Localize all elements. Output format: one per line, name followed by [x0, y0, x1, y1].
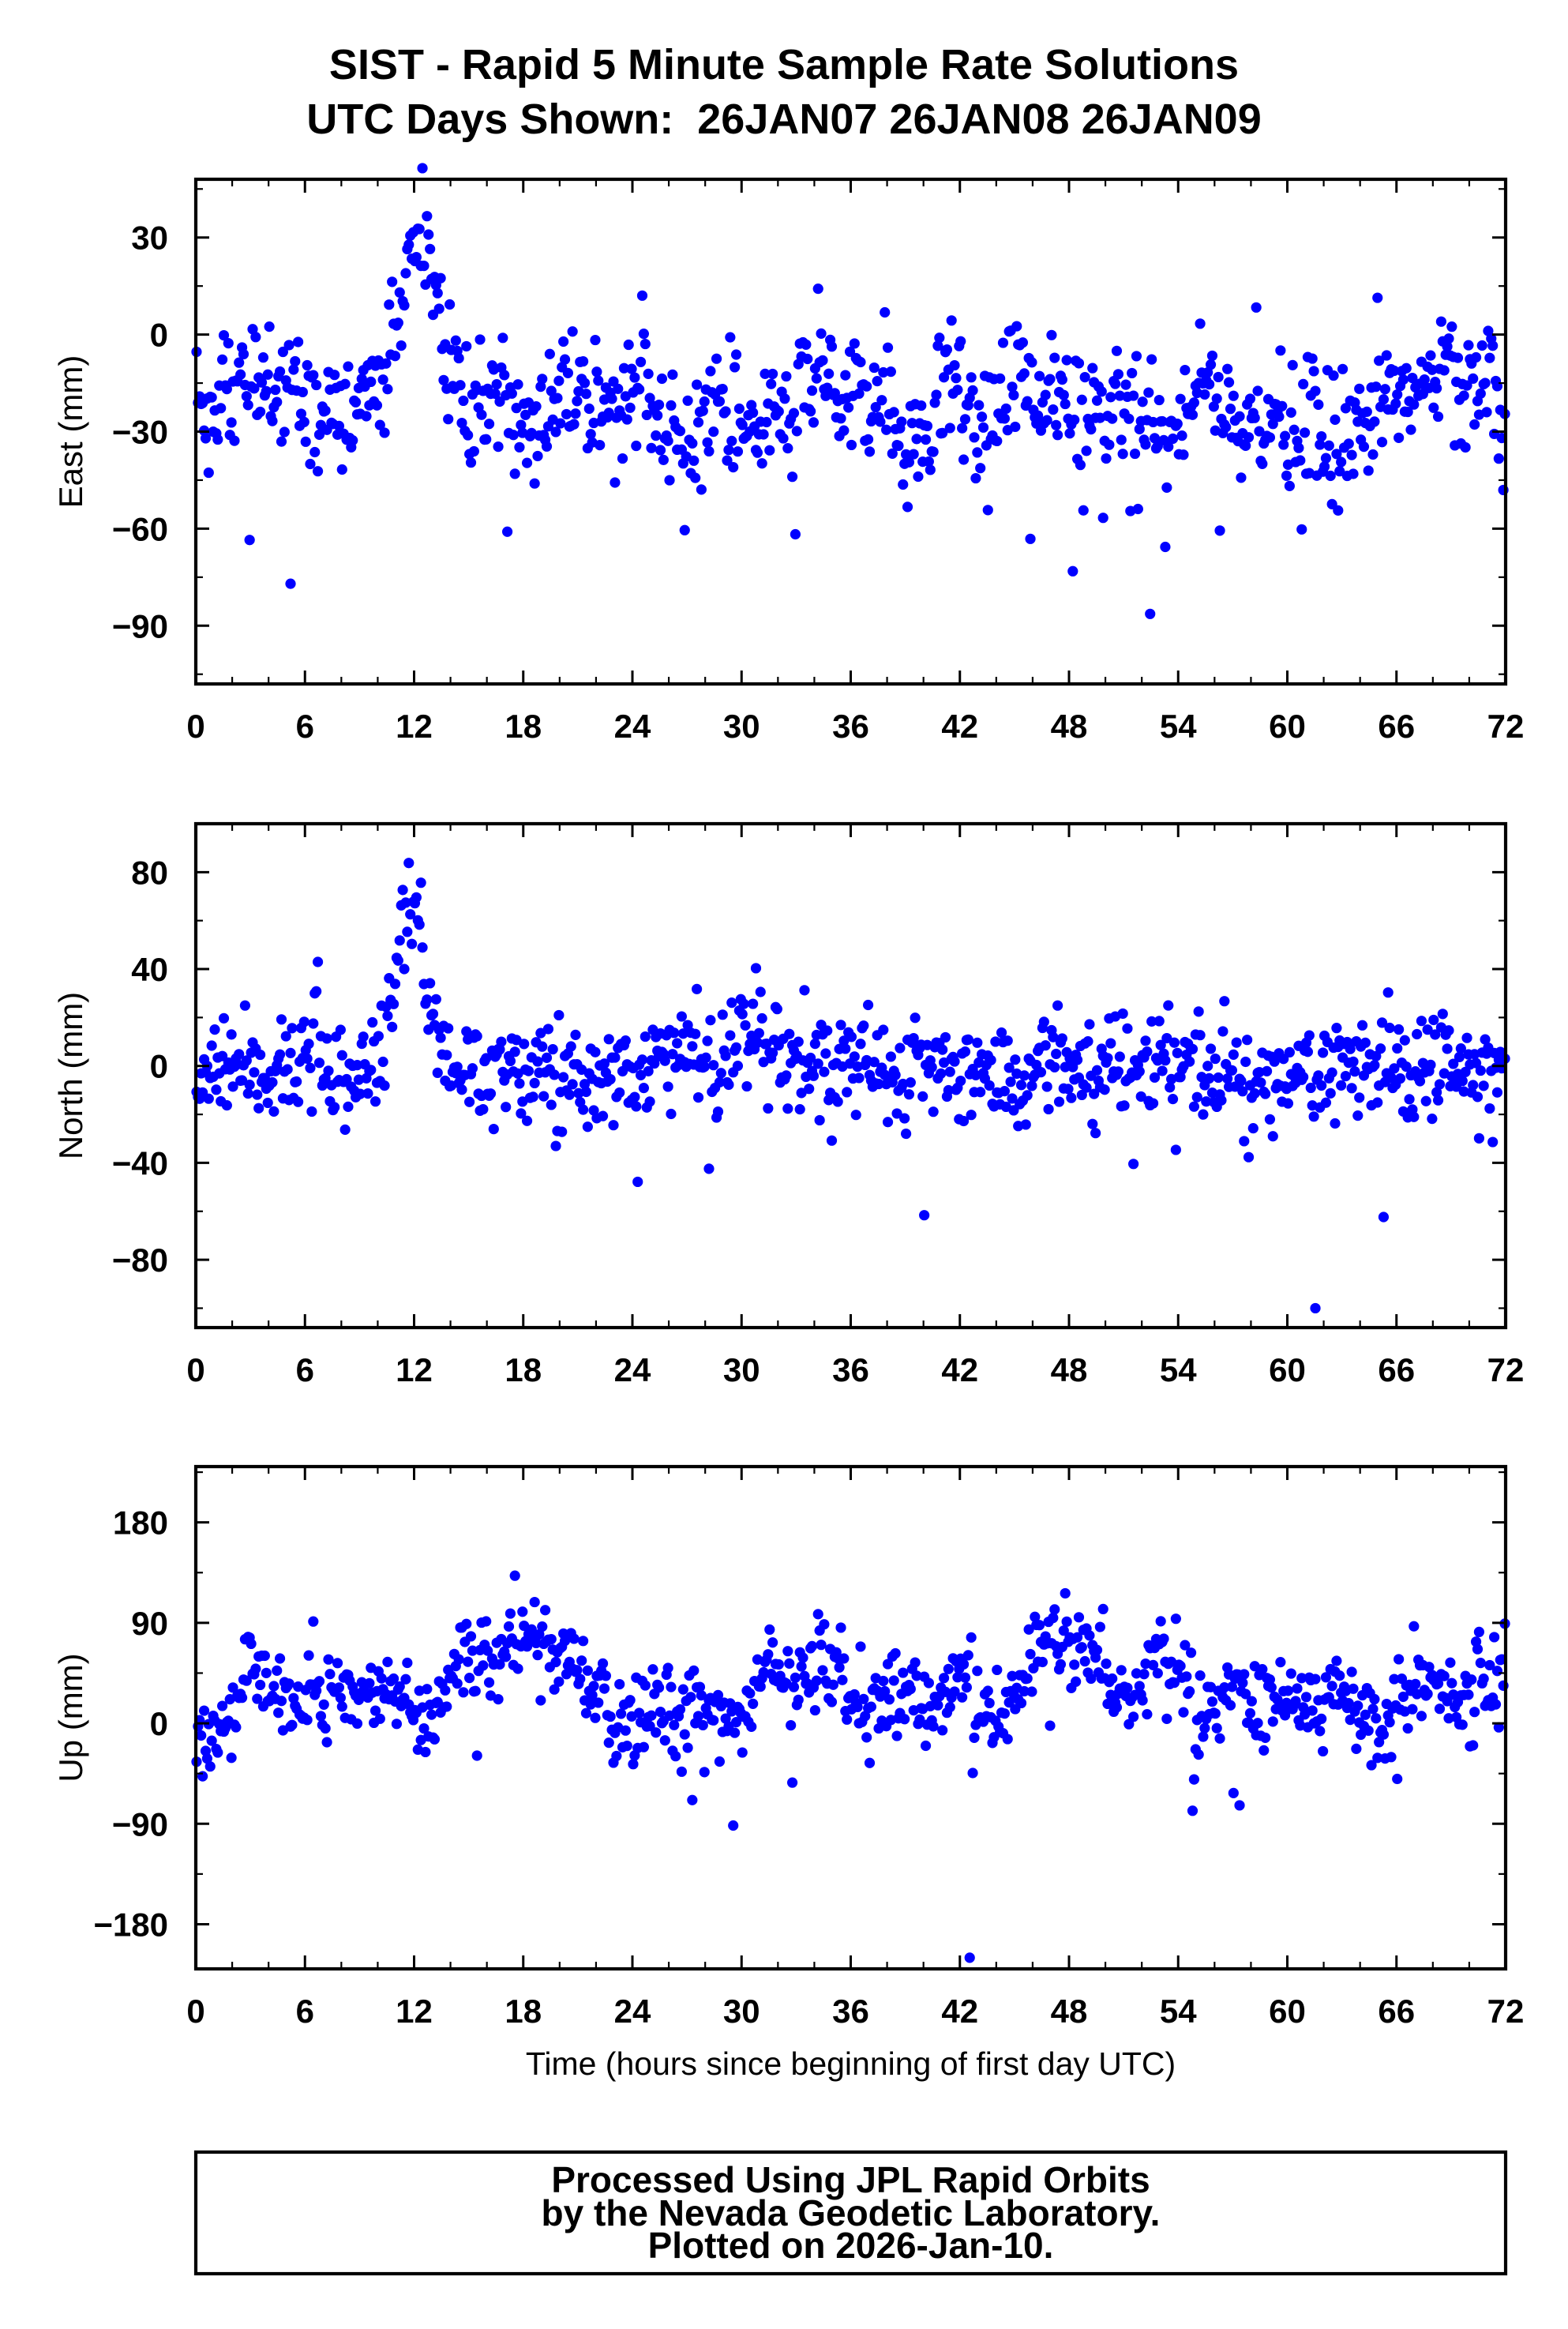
svg-text:SIST - Rapid 5 Minute Sample R: SIST - Rapid 5 Minute Sample Rate Soluti…: [329, 41, 1239, 88]
svg-text:0: 0: [186, 708, 204, 745]
svg-text:−180: −180: [93, 1906, 168, 1943]
svg-text:36: 36: [832, 1351, 869, 1388]
svg-text:−90: −90: [112, 607, 168, 644]
svg-text:36: 36: [832, 708, 869, 745]
svg-text:42: 42: [941, 1993, 978, 2030]
svg-text:48: 48: [1051, 708, 1088, 745]
svg-text:−30: −30: [112, 414, 168, 451]
svg-text:18: 18: [505, 708, 542, 745]
svg-text:0: 0: [150, 1705, 168, 1742]
svg-text:42: 42: [941, 708, 978, 745]
svg-text:0: 0: [186, 1993, 204, 2030]
svg-text:North (mm): North (mm): [52, 992, 89, 1159]
svg-text:18: 18: [505, 1351, 542, 1388]
svg-text:0: 0: [186, 1351, 204, 1388]
svg-text:66: 66: [1378, 1351, 1415, 1388]
svg-text:30: 30: [723, 1993, 760, 2030]
svg-text:40: 40: [131, 951, 168, 988]
svg-text:30: 30: [131, 220, 168, 257]
svg-text:24: 24: [614, 1351, 651, 1388]
svg-text:72: 72: [1487, 1993, 1525, 2030]
svg-text:42: 42: [941, 1351, 978, 1388]
svg-text:54: 54: [1160, 708, 1197, 745]
svg-text:90: 90: [131, 1605, 168, 1642]
svg-text:6: 6: [296, 1993, 314, 2030]
svg-text:60: 60: [1269, 1993, 1306, 2030]
svg-text:Plotted on 2026-Jan-10.: Plotted on 2026-Jan-10.: [648, 2225, 1054, 2266]
svg-text:East (mm): East (mm): [52, 355, 89, 509]
svg-text:66: 66: [1378, 708, 1415, 745]
svg-text:24: 24: [614, 1993, 651, 2030]
svg-text:72: 72: [1487, 1351, 1525, 1388]
svg-text:54: 54: [1160, 1993, 1197, 2030]
svg-text:36: 36: [832, 1993, 869, 2030]
svg-text:80: 80: [131, 854, 168, 891]
svg-text:UTC Days Shown: 26JAN07 26JAN: UTC Days Shown: 26JAN07 26JAN08 26JAN09: [306, 96, 1262, 143]
svg-text:12: 12: [396, 708, 433, 745]
svg-text:30: 30: [723, 708, 760, 745]
svg-text:Up (mm): Up (mm): [52, 1653, 89, 1782]
svg-text:24: 24: [614, 708, 651, 745]
svg-text:72: 72: [1487, 708, 1525, 745]
svg-text:180: 180: [113, 1504, 168, 1542]
svg-text:48: 48: [1051, 1351, 1088, 1388]
svg-text:6: 6: [296, 708, 314, 745]
svg-text:0: 0: [150, 1048, 168, 1085]
svg-text:30: 30: [723, 1351, 760, 1388]
svg-text:−60: −60: [112, 510, 168, 547]
svg-text:12: 12: [396, 1993, 433, 2030]
svg-text:−90: −90: [112, 1805, 168, 1843]
svg-text:12: 12: [396, 1351, 433, 1388]
svg-text:6: 6: [296, 1351, 314, 1388]
svg-text:18: 18: [505, 1993, 542, 2030]
svg-text:60: 60: [1269, 1351, 1306, 1388]
svg-text:−40: −40: [112, 1144, 168, 1181]
svg-text:54: 54: [1160, 1351, 1197, 1388]
svg-text:−80: −80: [112, 1242, 168, 1279]
svg-text:Time (hours since beginning of: Time (hours since beginning of first day…: [526, 2045, 1176, 2082]
svg-text:66: 66: [1378, 1993, 1415, 2030]
svg-text:48: 48: [1051, 1993, 1088, 2030]
svg-text:0: 0: [150, 317, 168, 354]
svg-text:60: 60: [1269, 708, 1306, 745]
